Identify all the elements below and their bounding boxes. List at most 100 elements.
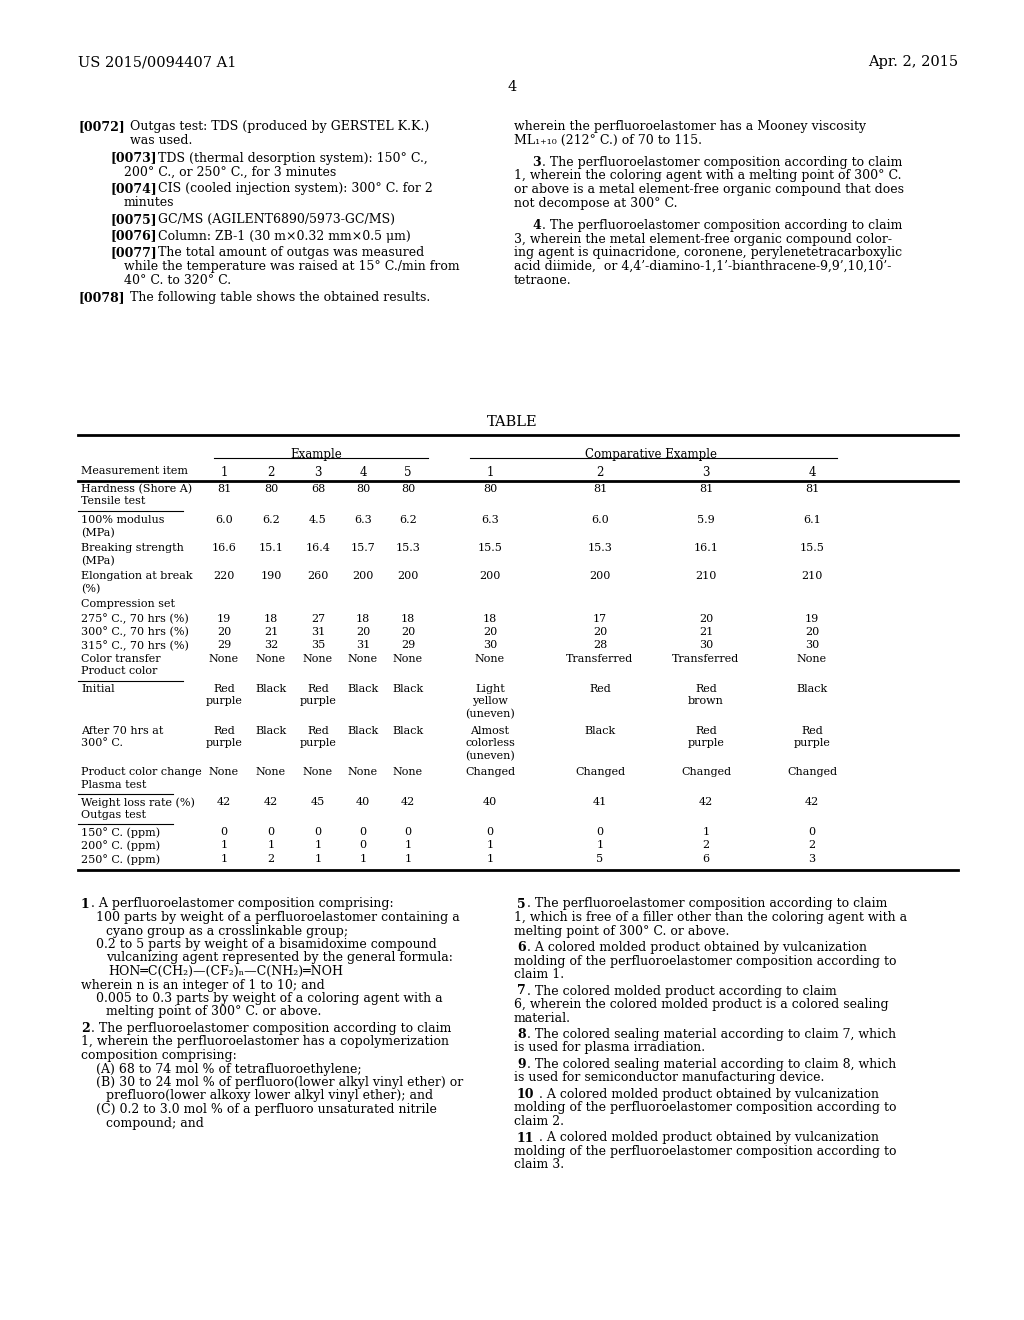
Text: [0076]: [0076] <box>110 230 157 243</box>
Text: After 70 hrs at: After 70 hrs at <box>81 726 164 735</box>
Text: colorless: colorless <box>465 738 515 748</box>
Text: Example: Example <box>290 447 342 461</box>
Text: 81: 81 <box>593 484 607 494</box>
Text: Plasma test: Plasma test <box>81 780 146 789</box>
Text: . The perfluoroelastomer composition according to claim: . The perfluoroelastomer composition acc… <box>542 219 902 232</box>
Text: 3: 3 <box>532 156 541 169</box>
Text: 18: 18 <box>356 614 370 623</box>
Text: wherein the perfluoroelastomer has a Mooney viscosity: wherein the perfluoroelastomer has a Moo… <box>514 120 866 133</box>
Text: 6.3: 6.3 <box>481 515 499 525</box>
Text: 1: 1 <box>702 828 710 837</box>
Text: 21: 21 <box>264 627 279 638</box>
Text: 250° C. (ppm): 250° C. (ppm) <box>81 854 160 865</box>
Text: was used.: was used. <box>130 133 193 147</box>
Text: None: None <box>303 767 333 777</box>
Text: Measurement item: Measurement item <box>81 466 188 477</box>
Text: 3, wherein the metal element-free organic compound color-: 3, wherein the metal element-free organi… <box>514 232 892 246</box>
Text: Transferred: Transferred <box>673 653 739 664</box>
Text: 31: 31 <box>311 627 326 638</box>
Text: acid diimide,  or 4,4’-diamino-1,1’-bianthracene-9,9’,10,10’-: acid diimide, or 4,4’-diamino-1,1’-biant… <box>514 260 891 273</box>
Text: 1: 1 <box>486 841 494 850</box>
Text: None: None <box>393 767 423 777</box>
Text: 42: 42 <box>217 797 231 807</box>
Text: 0: 0 <box>220 828 227 837</box>
Text: cyano group as a crosslinkable group;: cyano group as a crosslinkable group; <box>106 924 348 937</box>
Text: 18: 18 <box>264 614 279 623</box>
Text: Black: Black <box>255 684 287 694</box>
Text: 68: 68 <box>311 484 326 494</box>
Text: 275° C., 70 hrs (%): 275° C., 70 hrs (%) <box>81 614 188 624</box>
Text: 1: 1 <box>404 841 412 850</box>
Text: . The colored molded product according to claim: . The colored molded product according t… <box>527 985 837 998</box>
Text: 42: 42 <box>698 797 713 807</box>
Text: tetraone.: tetraone. <box>514 275 571 286</box>
Text: purple: purple <box>794 738 830 748</box>
Text: 5: 5 <box>404 466 412 479</box>
Text: (A) 68 to 74 mol % of tetrafluoroethylene;: (A) 68 to 74 mol % of tetrafluoroethylen… <box>96 1063 361 1076</box>
Text: None: None <box>475 653 505 664</box>
Text: minutes: minutes <box>124 195 174 209</box>
Text: 3: 3 <box>702 466 710 479</box>
Text: 9: 9 <box>517 1059 525 1071</box>
Text: 3: 3 <box>314 466 322 479</box>
Text: None: None <box>209 653 239 664</box>
Text: . The perfluoroelastomer composition according to claim: . The perfluoroelastomer composition acc… <box>527 898 888 911</box>
Text: 1: 1 <box>220 841 227 850</box>
Text: (MPa): (MPa) <box>81 528 115 537</box>
Text: purple: purple <box>206 697 243 706</box>
Text: 6: 6 <box>702 854 710 865</box>
Text: 1: 1 <box>486 854 494 865</box>
Text: Changed: Changed <box>574 767 625 777</box>
Text: 15.5: 15.5 <box>800 543 824 553</box>
Text: TDS (thermal desorption system): 150° C.,: TDS (thermal desorption system): 150° C.… <box>158 152 428 165</box>
Text: 16.6: 16.6 <box>212 543 237 553</box>
Text: 6.2: 6.2 <box>262 515 280 525</box>
Text: . The colored sealing material according to claim 7, which: . The colored sealing material according… <box>527 1028 896 1041</box>
Text: Product color: Product color <box>81 667 158 676</box>
Text: 42: 42 <box>805 797 819 807</box>
Text: 300° C., 70 hrs (%): 300° C., 70 hrs (%) <box>81 627 188 638</box>
Text: 18: 18 <box>400 614 415 623</box>
Text: 2: 2 <box>702 841 710 850</box>
Text: Comparative Example: Comparative Example <box>585 447 717 461</box>
Text: 6.1: 6.1 <box>803 515 821 525</box>
Text: None: None <box>256 653 286 664</box>
Text: 260: 260 <box>307 572 329 581</box>
Text: 40: 40 <box>483 797 497 807</box>
Text: molding of the perfluoroelastomer composition according to: molding of the perfluoroelastomer compos… <box>514 954 896 968</box>
Text: Red: Red <box>695 726 717 735</box>
Text: 15.3: 15.3 <box>395 543 421 553</box>
Text: 81: 81 <box>217 484 231 494</box>
Text: 2: 2 <box>808 841 815 850</box>
Text: 200: 200 <box>479 572 501 581</box>
Text: Red: Red <box>213 726 234 735</box>
Text: 29: 29 <box>217 640 231 651</box>
Text: claim 1.: claim 1. <box>514 968 564 981</box>
Text: [0074]: [0074] <box>110 182 157 195</box>
Text: GC/MS (AGILENT6890/5973-GC/MS): GC/MS (AGILENT6890/5973-GC/MS) <box>158 213 395 226</box>
Text: 1: 1 <box>267 841 274 850</box>
Text: composition comprising:: composition comprising: <box>81 1049 237 1063</box>
Text: or above is a metal element-free organic compound that does: or above is a metal element-free organic… <box>514 183 904 197</box>
Text: purple: purple <box>206 738 243 748</box>
Text: wherein n is an integer of 1 to 10; and: wherein n is an integer of 1 to 10; and <box>81 978 325 991</box>
Text: 315° C., 70 hrs (%): 315° C., 70 hrs (%) <box>81 640 188 651</box>
Text: Compression set: Compression set <box>81 599 175 609</box>
Text: Red: Red <box>307 684 329 694</box>
Text: [0077]: [0077] <box>110 247 157 260</box>
Text: 1: 1 <box>314 841 322 850</box>
Text: [0072]: [0072] <box>78 120 125 133</box>
Text: 1: 1 <box>81 898 90 911</box>
Text: 16.1: 16.1 <box>693 543 719 553</box>
Text: Changed: Changed <box>681 767 731 777</box>
Text: TABLE: TABLE <box>486 414 538 429</box>
Text: Almost: Almost <box>470 726 510 735</box>
Text: claim 3.: claim 3. <box>514 1159 564 1172</box>
Text: Elongation at break: Elongation at break <box>81 572 193 581</box>
Text: 1: 1 <box>596 841 603 850</box>
Text: is used for semiconductor manufacturing device.: is used for semiconductor manufacturing … <box>514 1072 824 1085</box>
Text: Black: Black <box>585 726 615 735</box>
Text: 6.2: 6.2 <box>399 515 417 525</box>
Text: 15.5: 15.5 <box>477 543 503 553</box>
Text: 4: 4 <box>359 466 367 479</box>
